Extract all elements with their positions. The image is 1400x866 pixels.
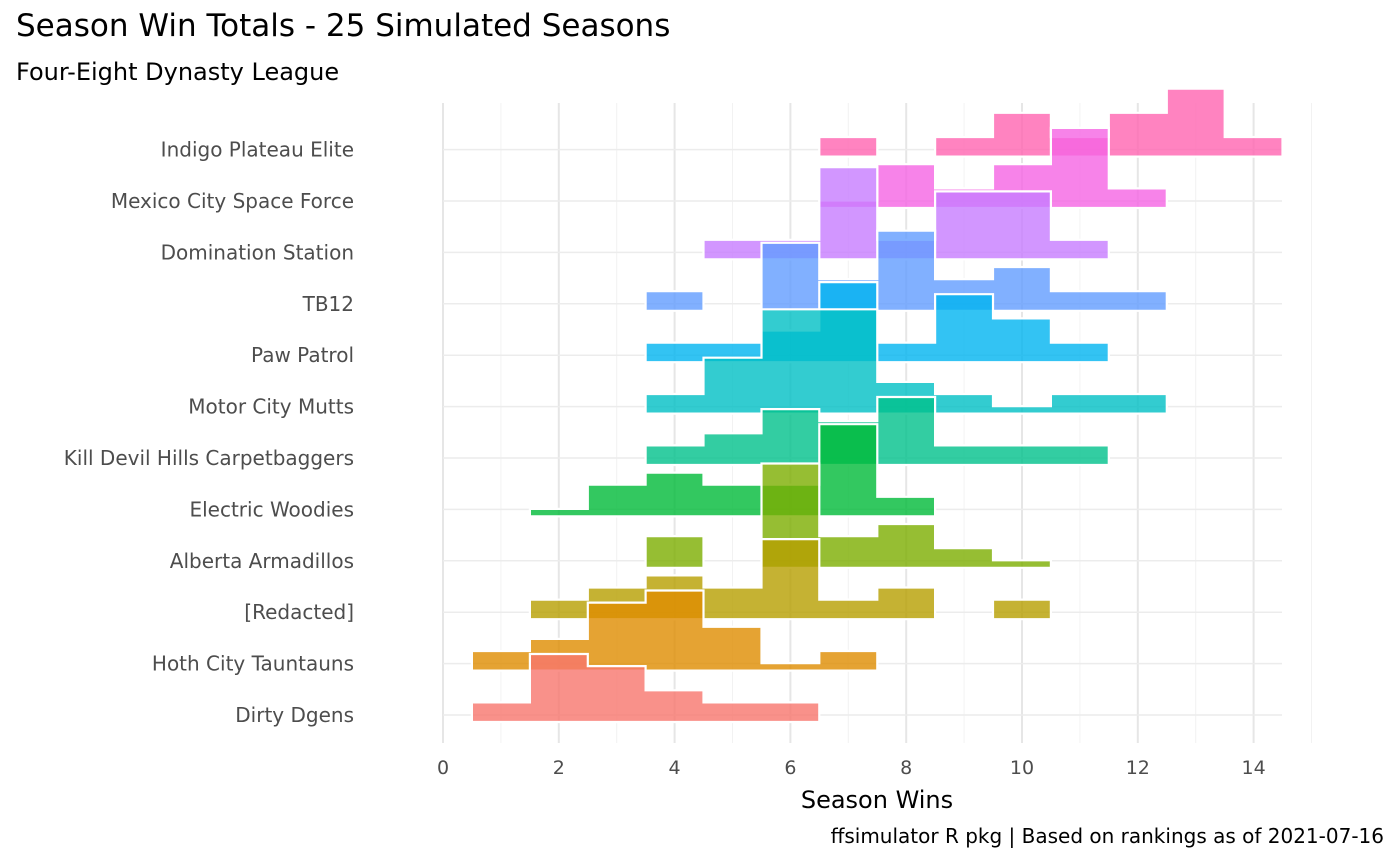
- ridgelines: [470, 87, 1284, 724]
- x-axis-title: Season Wins: [801, 786, 953, 814]
- y-tick-label: Electric Woodies: [189, 497, 354, 521]
- y-tick-label: Domination Station: [161, 240, 354, 264]
- y-tick-label: Mexico City Space Force: [111, 189, 354, 213]
- ridge-tb12: [644, 229, 1168, 312]
- x-tick-label: 8: [900, 757, 912, 779]
- y-tick-label: Paw Patrol: [251, 343, 354, 367]
- ridge-indigo-plateau-elite: [818, 87, 1284, 158]
- x-tick-label: 6: [784, 757, 796, 779]
- ridge-dirty-dgens: [470, 652, 821, 724]
- ridge-motor-city-mutts: [644, 308, 1168, 415]
- x-tick-label: 0: [437, 757, 449, 779]
- y-tick-label: TB12: [302, 292, 354, 316]
- x-tick-label: 12: [1126, 757, 1150, 779]
- chart-title: Season Win Totals - 25 Simulated Seasons: [16, 8, 671, 44]
- y-tick-label: Motor City Mutts: [188, 395, 354, 419]
- x-tick-label: 14: [1242, 757, 1266, 779]
- y-axis-labels: Dirty Dgens Hoth City Tauntauns [Redacted]…: [64, 138, 354, 727]
- y-tick-label: Alberta Armadillos: [170, 549, 354, 573]
- y-tick-label: [Redacted]: [244, 600, 354, 624]
- ridge-alberta-armadillos: [644, 462, 1052, 569]
- chart-caption: ffsimulator R pkg | Based on rankings as…: [830, 824, 1384, 848]
- chart-subtitle: Four-Eight Dynasty League: [16, 58, 340, 86]
- ridge-hoth-city-tauntauns: [470, 589, 879, 672]
- y-tick-label: Dirty Dgens: [235, 703, 354, 727]
- y-tick-label: Indigo Plateau Elite: [161, 138, 354, 162]
- ridge-electric-woodies: [528, 423, 937, 518]
- x-tick-label: 2: [553, 757, 565, 779]
- x-tick-label: 10: [1010, 757, 1034, 779]
- x-axis-ticks: 0 2 4 6 8 10 12 14: [437, 757, 1266, 779]
- y-tick-label: Kill Devil Hills Carpetbaggers: [64, 446, 354, 470]
- y-tick-label: Hoth City Tauntauns: [152, 652, 354, 676]
- x-tick-label: 4: [669, 757, 681, 779]
